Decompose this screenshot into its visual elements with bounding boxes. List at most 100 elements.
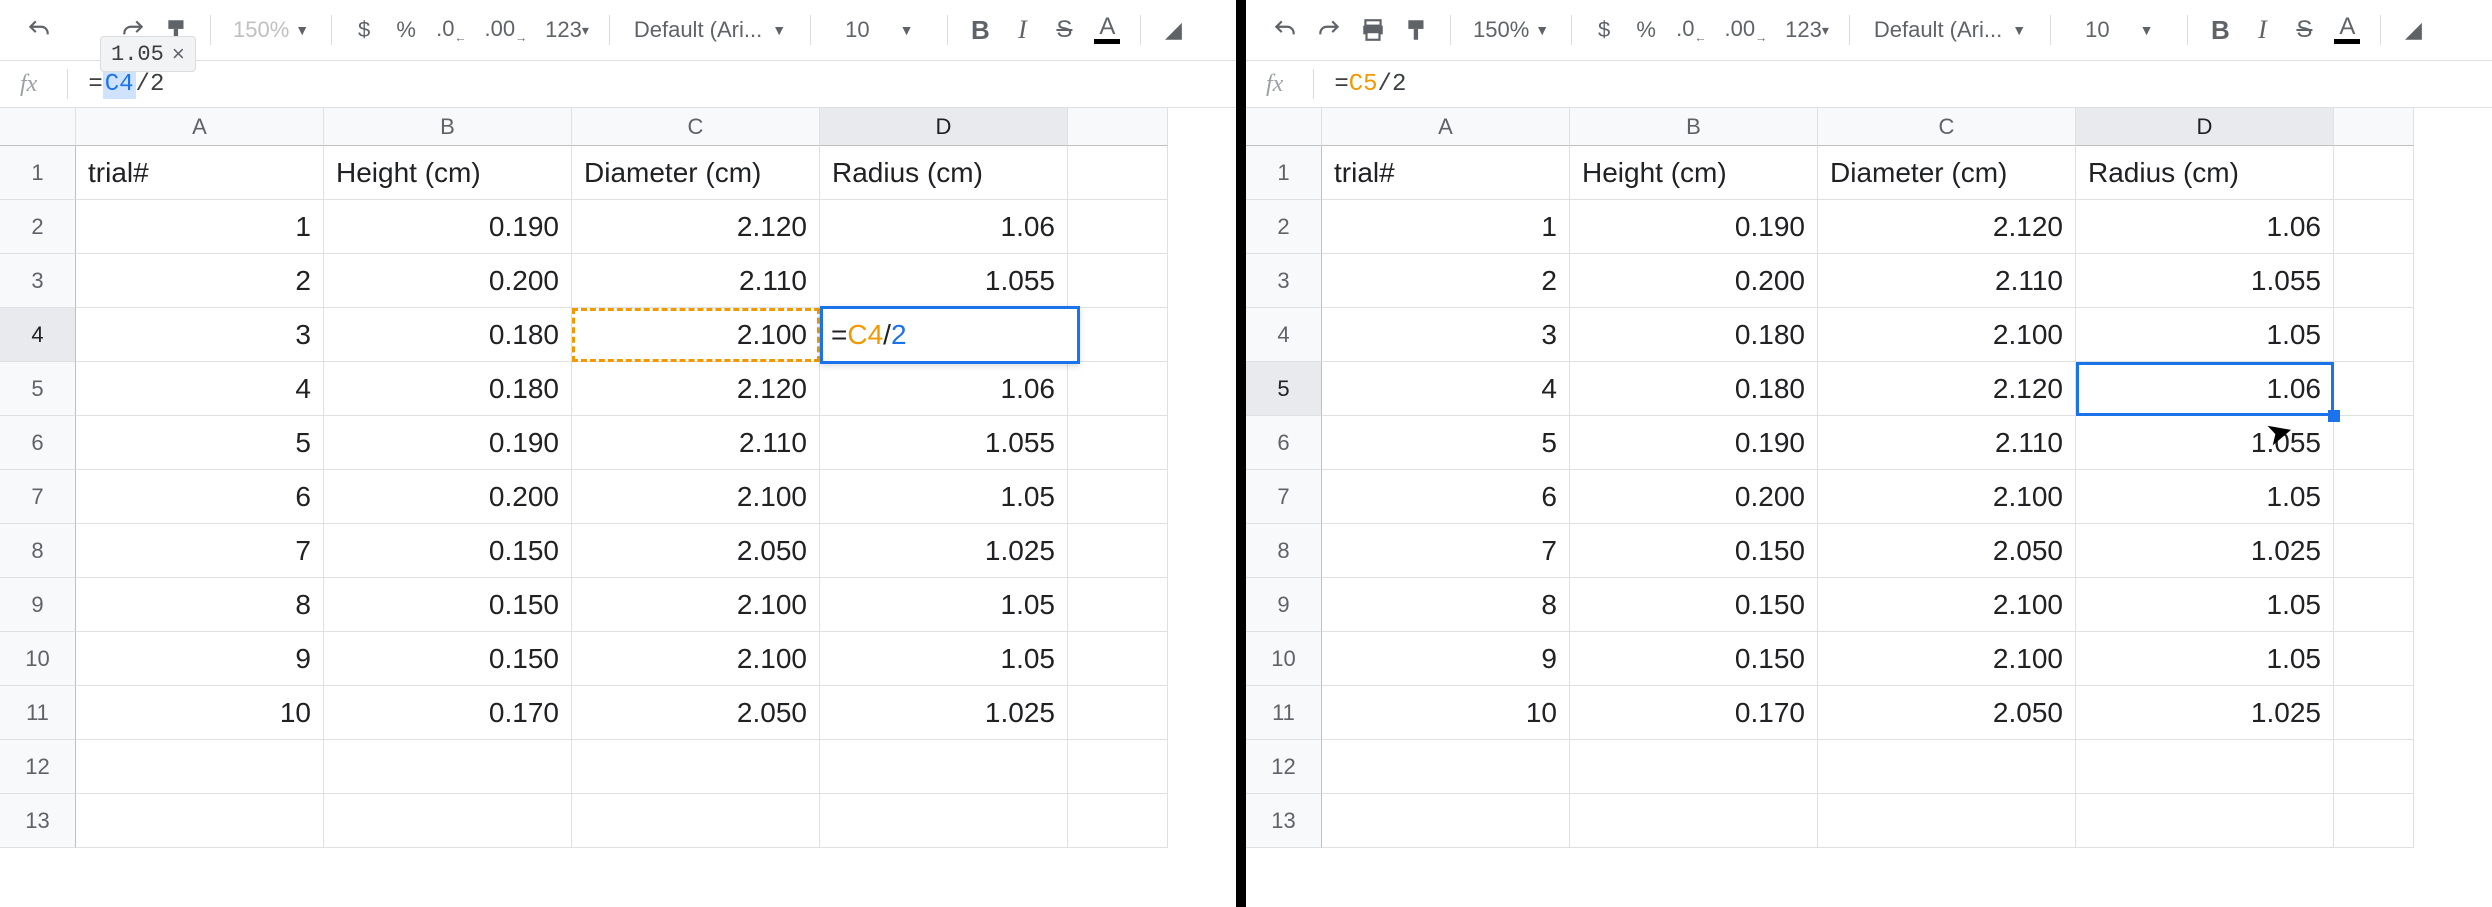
- cell[interactable]: [1322, 794, 1570, 848]
- cell[interactable]: 0.150: [1570, 578, 1818, 632]
- cell[interactable]: [1068, 470, 1168, 524]
- cell[interactable]: 1.025: [2076, 686, 2334, 740]
- row-header-8[interactable]: 8: [1246, 524, 1322, 578]
- cell[interactable]: [324, 794, 572, 848]
- redo-button[interactable]: [1310, 12, 1348, 48]
- row-header-11[interactable]: 11: [1246, 686, 1322, 740]
- decrease-decimal-button[interactable]: .0←: [430, 12, 472, 48]
- currency-button[interactable]: $: [346, 12, 382, 48]
- cell[interactable]: 2.100: [572, 578, 820, 632]
- cell[interactable]: Radius (cm): [2076, 146, 2334, 200]
- cell[interactable]: 2.100: [1818, 632, 2076, 686]
- cell[interactable]: [820, 794, 1068, 848]
- col-header-B[interactable]: B: [324, 108, 572, 146]
- col-header-extra[interactable]: [1068, 108, 1168, 146]
- cell[interactable]: 0.150: [324, 578, 572, 632]
- cell[interactable]: 1: [1322, 200, 1570, 254]
- row-header-12[interactable]: 12: [1246, 740, 1322, 794]
- row-header-2[interactable]: 2: [0, 200, 76, 254]
- cell[interactable]: 6: [1322, 470, 1570, 524]
- cell[interactable]: [1068, 416, 1168, 470]
- cell[interactable]: 2.110: [572, 254, 820, 308]
- cell[interactable]: 1.05: [2076, 578, 2334, 632]
- cell[interactable]: [1068, 740, 1168, 794]
- cell[interactable]: [1068, 362, 1168, 416]
- cell[interactable]: [572, 794, 820, 848]
- col-header-A[interactable]: A: [76, 108, 324, 146]
- cell[interactable]: [2334, 794, 2414, 848]
- cell[interactable]: 1.06: [820, 200, 1068, 254]
- cell[interactable]: [2076, 740, 2334, 794]
- cell[interactable]: 1.025: [2076, 524, 2334, 578]
- cell[interactable]: [1068, 578, 1168, 632]
- cell[interactable]: 1.05: [2076, 470, 2334, 524]
- cell[interactable]: trial#: [76, 146, 324, 200]
- cell[interactable]: 2.050: [572, 524, 820, 578]
- cell[interactable]: 0.180: [324, 308, 572, 362]
- spreadsheet-grid[interactable]: A B C D 1 trial# Height (cm) Diameter (c…: [1246, 108, 2492, 848]
- row-header-10[interactable]: 10: [1246, 632, 1322, 686]
- selection-fill-handle[interactable]: [2328, 410, 2340, 422]
- cell[interactable]: Diameter (cm): [572, 146, 820, 200]
- cell[interactable]: 1.06: [820, 362, 1068, 416]
- cell[interactable]: 1.055: [820, 416, 1068, 470]
- cell[interactable]: [1068, 254, 1168, 308]
- cell[interactable]: 7: [1322, 524, 1570, 578]
- row-header-11[interactable]: 11: [0, 686, 76, 740]
- row-header-7[interactable]: 7: [0, 470, 76, 524]
- cell[interactable]: 2.120: [572, 200, 820, 254]
- cell[interactable]: [1068, 200, 1168, 254]
- cell[interactable]: 2.100: [572, 470, 820, 524]
- cell[interactable]: 8: [76, 578, 324, 632]
- cell[interactable]: 2.120: [1818, 362, 2076, 416]
- cell[interactable]: [2334, 308, 2414, 362]
- cell[interactable]: [76, 740, 324, 794]
- cell[interactable]: 0.150: [324, 524, 572, 578]
- row-header-13[interactable]: 13: [1246, 794, 1322, 848]
- select-all-corner[interactable]: [0, 108, 76, 146]
- cell[interactable]: 4: [1322, 362, 1570, 416]
- cell[interactable]: [324, 740, 572, 794]
- cell[interactable]: [2334, 416, 2414, 470]
- cell[interactable]: 1.06: [2076, 362, 2334, 416]
- col-header-C[interactable]: C: [1818, 108, 2076, 146]
- cell[interactable]: 0.180: [1570, 308, 1818, 362]
- cell[interactable]: 2: [76, 254, 324, 308]
- cell[interactable]: 0.200: [324, 254, 572, 308]
- row-header-4[interactable]: 4: [1246, 308, 1322, 362]
- cell[interactable]: 2: [1322, 254, 1570, 308]
- row-header-9[interactable]: 9: [0, 578, 76, 632]
- cell[interactable]: 1.025: [820, 686, 1068, 740]
- cell[interactable]: 1.055: [2076, 254, 2334, 308]
- cell-editor[interactable]: =C4/2: [820, 306, 1080, 364]
- row-header-4[interactable]: 4: [0, 308, 76, 362]
- percent-button[interactable]: %: [388, 12, 424, 48]
- strikethrough-button[interactable]: S: [2286, 12, 2322, 48]
- cell[interactable]: 2.100: [1818, 578, 2076, 632]
- row-header-5[interactable]: 5: [0, 362, 76, 416]
- cell[interactable]: 0.170: [1570, 686, 1818, 740]
- cell[interactable]: [1322, 740, 1570, 794]
- cell[interactable]: 6: [76, 470, 324, 524]
- cell[interactable]: 8: [1322, 578, 1570, 632]
- cell[interactable]: 2.100: [1818, 308, 2076, 362]
- cell[interactable]: [2334, 740, 2414, 794]
- text-color-button[interactable]: A: [2328, 12, 2366, 48]
- increase-decimal-button[interactable]: .00→: [479, 12, 534, 48]
- cell[interactable]: 2.110: [572, 416, 820, 470]
- cell[interactable]: [1818, 794, 2076, 848]
- italic-button[interactable]: I: [1004, 12, 1040, 48]
- italic-button[interactable]: I: [2244, 12, 2280, 48]
- cell[interactable]: 0.180: [324, 362, 572, 416]
- cell[interactable]: 0.150: [324, 632, 572, 686]
- cell[interactable]: 2.120: [1818, 200, 2076, 254]
- cell[interactable]: [1068, 686, 1168, 740]
- percent-button[interactable]: %: [1628, 12, 1664, 48]
- cell[interactable]: 2.050: [572, 686, 820, 740]
- cell[interactable]: [76, 794, 324, 848]
- cell[interactable]: 9: [76, 632, 324, 686]
- cell[interactable]: trial#: [1322, 146, 1570, 200]
- cell[interactable]: 1.05: [820, 470, 1068, 524]
- cell[interactable]: [1068, 308, 1168, 362]
- spreadsheet-grid[interactable]: A B C D 1 trial# Height (cm) Diameter (c…: [0, 108, 1236, 848]
